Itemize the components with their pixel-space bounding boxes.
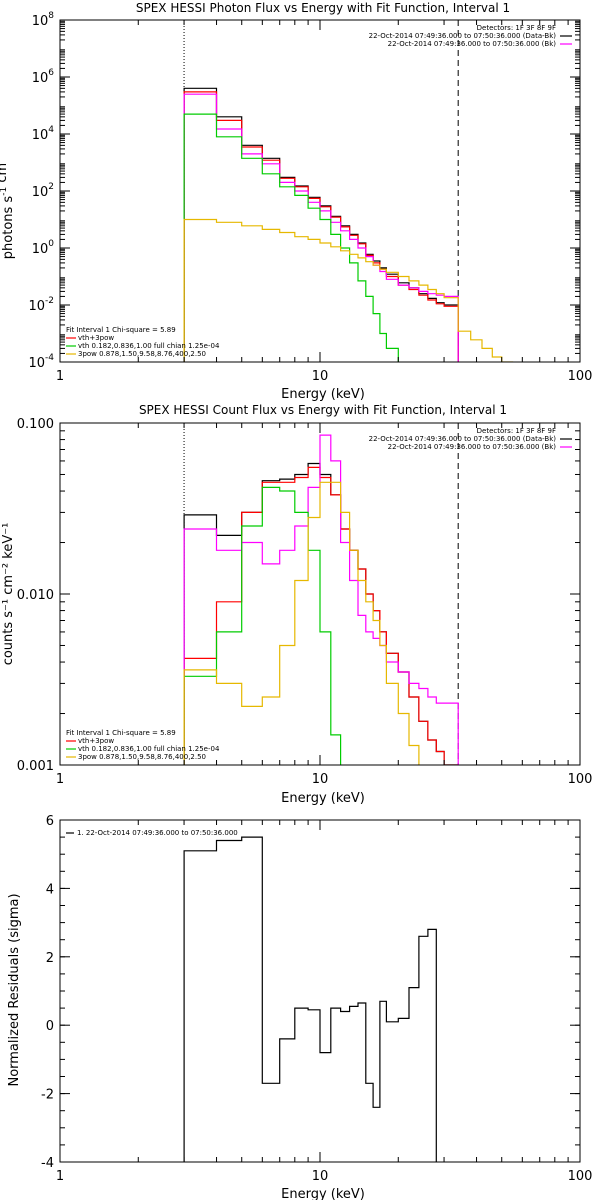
count-flux-xlabel: Energy (keV) [281, 791, 365, 806]
series-line-1 [183, 466, 459, 765]
y-tick-label: 0.001 [17, 759, 54, 774]
x-tick-label: 1 [56, 369, 64, 384]
plot-frame [59, 19, 581, 363]
legend-entry: 3pow 0.878,1.50,9.58,8.76,400,2.50 [78, 350, 206, 358]
svg-text:photons s-1 cm-2 keV-1: photons s-1 cm-2 keV-1 [0, 117, 16, 259]
x-tick-label: 100 [568, 772, 593, 787]
y-tick-label: 108 [32, 11, 55, 29]
legend-entry: 22-Oct-2014 07:49:36.000 to 07:50:36.000… [369, 32, 557, 40]
count-flux-ylabel: counts s⁻¹ cm⁻² keV⁻¹ [1, 523, 16, 666]
legend-entry: Fit Interval 1 Chi-square = 5.89 [66, 729, 176, 737]
y-tick-label: 106 [32, 68, 55, 86]
series-line-0 [183, 462, 459, 765]
legend-entry: Fit Interval 1 Chi-square = 5.89 [66, 326, 176, 334]
photon-flux-xlabel: Energy (keV) [281, 387, 365, 402]
series-line-2 [183, 434, 459, 765]
plot-frame [59, 819, 581, 1163]
legend-entry: 22-Oct-2014 07:49:36.000 to 07:50:36.000… [388, 40, 557, 48]
series-line-0 [183, 836, 437, 1162]
y-tick-label: 4 [46, 882, 54, 897]
x-tick-label: 1 [56, 772, 64, 787]
x-tick-label: 100 [568, 369, 593, 384]
y-tick-label: -4 [41, 1156, 54, 1171]
legend-entry: 22-Oct-2014 07:49:36.000 to 07:50:36.000… [388, 443, 557, 451]
y-tick-label: 10-2 [28, 296, 54, 314]
series-line-4 [183, 218, 514, 362]
x-tick-label: 1 [56, 1169, 64, 1184]
series-line-0 [183, 87, 459, 362]
series-line-3 [183, 113, 399, 362]
legend-entry: 3pow 0.878,1.50,9.58,8.76,400,2.50 [78, 753, 206, 761]
legend-entry: Detectors: 1F 3F 8F 9F [477, 24, 556, 32]
y-tick-label: 0.100 [17, 417, 54, 432]
legend-entry: 22-Oct-2014 07:49:36.000 to 07:50:36.000… [369, 435, 557, 443]
photon-flux-panel: SPEX HESSI Photon Flux vs Energy with Fi… [0, 1, 592, 402]
residuals-xlabel: Energy (keV) [281, 1187, 365, 1200]
y-tick-label: 2 [46, 951, 54, 966]
x-tick-label: 10 [312, 1169, 329, 1184]
count-flux-title: SPEX HESSI Count Flux vs Energy with Fit… [139, 403, 507, 417]
count-flux-panel: SPEX HESSI Count Flux vs Energy with Fit… [1, 403, 593, 806]
y-tick-label: 0.010 [17, 588, 54, 603]
series-line-3 [183, 486, 342, 765]
y-tick-label: 0 [46, 1019, 54, 1034]
series-line-4 [183, 481, 420, 765]
y-tick-label: 100 [32, 239, 55, 257]
x-tick-label: 10 [312, 369, 329, 384]
y-tick-label: 102 [32, 182, 54, 200]
legend-entry: vth 0.182,0.836,1.00 full chian 1.25e-04 [78, 342, 220, 350]
x-tick-label: 10 [312, 772, 329, 787]
x-tick-label: 100 [568, 1169, 593, 1184]
residuals-ylabel: Normalized Residuals (sigma) [7, 893, 22, 1086]
y-tick-label: 10-4 [28, 353, 54, 371]
series-line-2 [183, 93, 459, 362]
photon-flux-title: SPEX HESSI Photon Flux vs Energy with Fi… [136, 1, 510, 15]
residuals-panel: Energy (keV) Normalized Residuals (sigma… [7, 814, 592, 1200]
legend-entry: Detectors: 1F 3F 8F 9F [477, 427, 556, 435]
legend-entry: vth+3pow [78, 334, 114, 342]
legend-entry: 1. 22-Oct-2014 07:49:36.000 to 07:50:36.… [77, 829, 238, 837]
series-line-1 [183, 91, 459, 362]
y-tick-label: 104 [32, 125, 55, 143]
y-tick-label: -2 [41, 1088, 54, 1103]
legend-entry: vth 0.182,0.836,1.00 full chian 1.25e-04 [78, 745, 220, 753]
y-tick-label: 6 [46, 814, 54, 829]
legend-entry: vth+3pow [78, 737, 114, 745]
photon-flux-ylabel: photons s-1 cm-2 keV-1 [0, 117, 16, 260]
